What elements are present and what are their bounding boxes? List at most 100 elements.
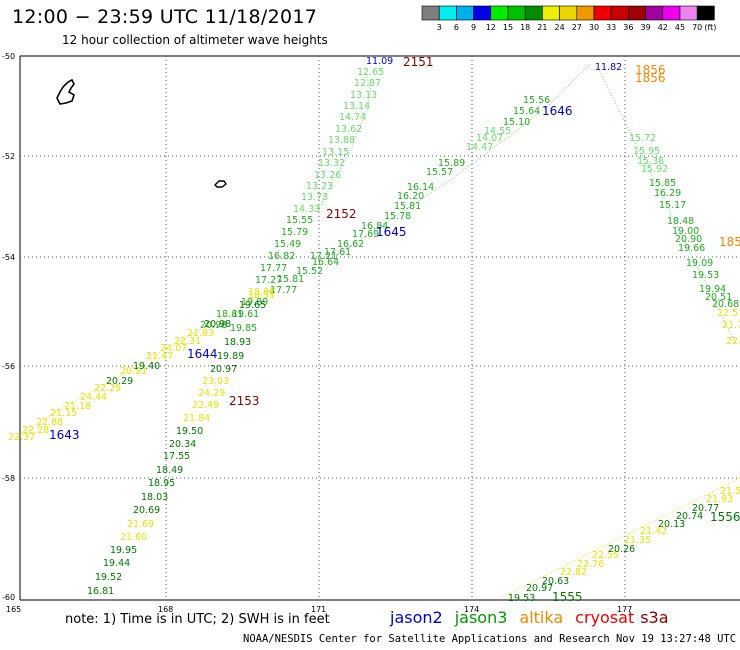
color-scale-label: 39 — [641, 23, 651, 32]
color-scale-swatch — [542, 5, 560, 21]
color-scale-swatch — [490, 5, 509, 21]
wave-height-label: 18.31 — [248, 290, 275, 301]
footer-note: note: 1) Time is in UTC; 2) SWH is in fe… — [65, 612, 330, 627]
legend-s3a: s3a — [640, 608, 669, 627]
wave-height-label: 19.52 — [95, 572, 122, 583]
wave-height-label: 13.23 — [306, 181, 333, 192]
wave-height-label: 21.93 — [706, 494, 733, 505]
page-title: 12:00 − 23:59 UTC 11/18/2017 — [12, 6, 318, 28]
wave-height-label: 24.07 — [160, 343, 187, 354]
wave-height-label: 16.82 — [268, 251, 295, 262]
color-scale-swatch — [438, 5, 457, 21]
wave-height-label: 19.94 — [699, 284, 726, 295]
wave-height-label: 22.49 — [192, 400, 219, 411]
wave-height-label: 20.97 — [526, 583, 553, 594]
pass-time-label: 1645 — [376, 225, 407, 239]
wave-height-label: 15.89 — [438, 158, 465, 169]
wave-height-label: 24.44 — [80, 392, 107, 403]
pass-time-label: 1556 — [710, 510, 740, 524]
color-scale-swatch — [421, 5, 440, 21]
color-scale-label: 24 — [555, 23, 565, 32]
color-scale-swatch — [507, 5, 526, 21]
wave-height-label: 13.88 — [328, 135, 355, 146]
color-scale-swatch — [662, 5, 681, 21]
wave-height-label: 16.64 — [312, 257, 339, 268]
wave-height-label: 12.65 — [357, 67, 384, 78]
wave-height-label: 20.29 — [106, 376, 133, 387]
pass-time-label: 2153 — [229, 394, 260, 408]
wave-height-label: 17.77 — [260, 263, 287, 274]
wave-height-label: 19.09 — [686, 258, 713, 269]
wave-height-label: 20.26 — [608, 544, 635, 555]
wave-height-label: 19.65 — [239, 300, 266, 311]
wave-height-label: 19.44 — [103, 558, 130, 569]
wave-height-label: 22.37 — [8, 432, 35, 443]
lat-label: -50 — [2, 52, 15, 61]
wave-height-label: 15.81 — [277, 274, 304, 285]
pass-time-label: 1643 — [49, 428, 80, 442]
wave-height-label: 13.73 — [301, 192, 328, 203]
wave-height-label: 17.77 — [270, 285, 297, 296]
wave-height-label: 14.07 — [476, 133, 503, 144]
color-scale-swatch — [628, 5, 646, 21]
wave-height-label: 16.14 — [407, 182, 434, 193]
wave-height-label: 22.29 — [94, 383, 121, 394]
wave-height-label: 20.13 — [658, 519, 685, 530]
wave-height-label: 18.93 — [224, 337, 251, 348]
wave-height-label: 13.15 — [322, 147, 349, 158]
footer-credit: NOAA/NESDIS Center for Satellite Applica… — [243, 633, 740, 645]
color-scale-swatch — [679, 5, 698, 21]
lat-label: -58 — [2, 474, 15, 483]
wave-height-label: 19.85 — [230, 323, 257, 334]
wave-height-label: 21.60 — [120, 532, 147, 543]
wave-height-label: 19.89 — [217, 351, 244, 362]
wave-height-label: 13.14 — [343, 101, 370, 112]
pass-time-label: 1856 — [635, 71, 666, 85]
color-scale-swatch — [473, 5, 492, 21]
wave-height-label: 22.82 — [560, 567, 587, 578]
wave-height-label: 18.03 — [141, 492, 168, 503]
page-subtitle: 12 hour collection of altimeter wave hei… — [62, 33, 328, 47]
wave-height-label: 11.09 — [366, 56, 393, 67]
wave-height-label: 19.53 — [508, 593, 535, 604]
track-line — [597, 67, 737, 345]
wave-height-label: 21.15 — [50, 408, 77, 419]
wave-height-label: 15.52 — [296, 266, 323, 277]
wave-height-label: 15.17 — [659, 200, 686, 211]
wave-height-label: 16.84 — [361, 221, 388, 232]
color-scale-label: 42 — [658, 23, 668, 32]
wave-height-label: 15.92 — [641, 164, 668, 175]
wave-height-label: 21.79 — [722, 320, 740, 331]
pass-time-label: 185 — [719, 235, 740, 249]
wave-height-label: 21.84 — [183, 413, 210, 424]
wave-height-label: 17.27 — [255, 275, 282, 286]
color-scale-label: 21 — [537, 23, 547, 32]
wave-height-label: 19.53 — [692, 270, 719, 281]
wave-height-label: 15.10 — [503, 117, 530, 128]
wave-height-label: 14.47 — [466, 142, 493, 153]
wave-height-label: 20.74 — [676, 511, 703, 522]
wave-height-label: 21.47 — [146, 351, 173, 362]
color-scale-swatch — [524, 5, 543, 21]
pass-time-label: 2151 — [403, 55, 434, 69]
wave-height-label: 17.61 — [324, 247, 351, 258]
color-scale-label: 3 — [437, 23, 442, 32]
wave-height-label: 22.55 — [592, 550, 619, 561]
wave-height-label: 20.90 — [675, 234, 702, 245]
wave-height-label: 21.5 — [720, 486, 740, 497]
wave-height-label: 18.49 — [156, 465, 183, 476]
color-scale-label: 70 — [692, 23, 702, 32]
wave-height-label: 12.87 — [354, 78, 381, 89]
wave-height-label: 14.55 — [484, 126, 511, 137]
color-scale-swatch — [696, 5, 715, 21]
track-line — [19, 285, 279, 437]
color-scale-swatch — [559, 5, 578, 21]
wave-height-label: 18.95 — [148, 478, 175, 489]
color-scale-label: 36 — [623, 23, 633, 32]
color-scale-label: 33 — [606, 23, 616, 32]
wave-height-label: 19.61 — [232, 309, 259, 320]
wave-height-label: 16.20 — [397, 191, 424, 202]
color-scale-label: 15 — [503, 23, 513, 32]
wave-height-label: 22.3 — [726, 336, 740, 347]
